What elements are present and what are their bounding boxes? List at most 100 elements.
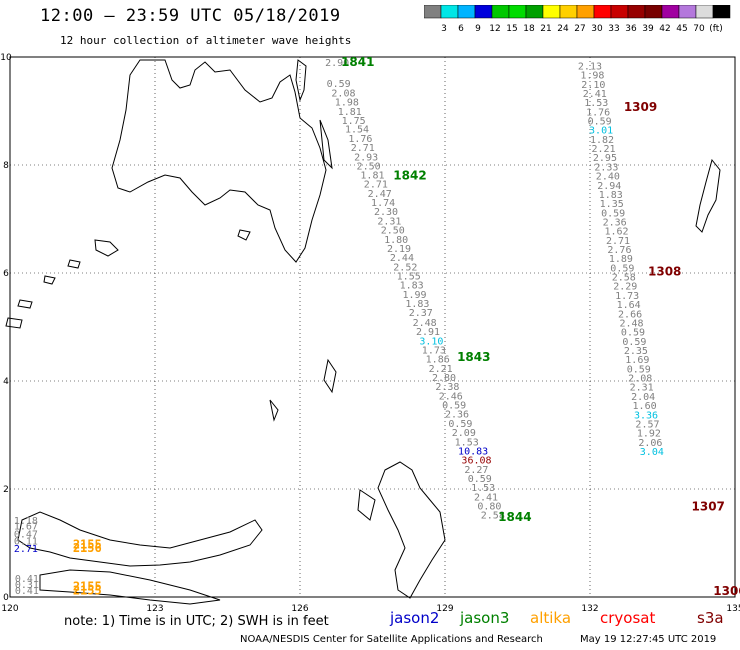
satellite-s3a: s3a <box>697 609 724 627</box>
legend-label: 12 <box>489 24 500 34</box>
legend-label: 39 <box>642 24 654 34</box>
swh-value: 0.59 <box>610 263 634 274</box>
swh-value: 1.76 <box>586 107 610 118</box>
map-title: 12:00 – 23:59 UTC 05/18/2019 <box>40 6 341 26</box>
lon-label: 126 <box>291 604 308 614</box>
pass-id: 1843 <box>457 350 490 364</box>
swh-value: 2.19 <box>387 244 411 255</box>
swh-value: 2.33 <box>594 162 618 173</box>
swh-value: 1.75 <box>342 116 366 127</box>
swh-value: 0.59 <box>627 364 651 375</box>
swh-value: 0.59 <box>448 419 472 430</box>
track-labels: 2.900.592.081.981.811.751.541.762.712.93… <box>14 55 740 598</box>
swh-value: 2.36 <box>445 410 469 421</box>
swh-value: 3.01 <box>589 126 613 137</box>
satellite-altika: altika <box>530 609 572 627</box>
pass-id: 1306 <box>713 584 740 598</box>
lon-label: 129 <box>436 604 453 614</box>
swh-value: 2.10 <box>581 80 605 91</box>
swh-value: 0.11 <box>14 537 38 548</box>
swh-value: 1.53 <box>471 483 495 494</box>
swh-value: 1.18 <box>14 516 38 527</box>
swh-value: 0.31 <box>15 580 39 591</box>
swh-value: 2.50 <box>381 226 405 237</box>
swh-value: 0.59 <box>442 401 466 412</box>
swh-value: 2.48 <box>619 318 643 329</box>
swh-value: 2.31 <box>377 216 401 227</box>
swh-value: 1.86 <box>426 355 450 366</box>
legend-label: 45 <box>676 24 687 34</box>
swh-value: 1.53 <box>455 437 479 448</box>
swh-value: 1.73 <box>615 291 639 302</box>
swh-value: 1.64 <box>617 300 641 311</box>
pass-id: 1309 <box>624 100 657 114</box>
swh-value: 1.74 <box>371 198 395 209</box>
footer-note: note: 1) Time is in UTC; 2) SWH is in fe… <box>64 614 329 629</box>
swh-value: 2.46 <box>439 391 463 402</box>
swh-value: 0.47 <box>14 530 38 541</box>
map-frame <box>9 56 736 598</box>
swh-value: 1.98 <box>335 98 359 109</box>
legend-label: 15 <box>506 24 517 34</box>
pass-id: 2155 <box>73 583 102 597</box>
swh-value: 2.47 <box>368 189 392 200</box>
satellite-cryosat: cryosat <box>600 609 656 627</box>
swh-value: 1.53 <box>584 98 608 109</box>
graticule <box>9 56 736 598</box>
swh-value: 2.80 <box>432 373 456 384</box>
swh-value: 2.71 <box>351 143 375 154</box>
swh-value: 2.41 <box>474 492 498 503</box>
swh-value: 2.21 <box>429 364 453 375</box>
legend-label: 18 <box>523 24 535 34</box>
swh-value: 1.35 <box>600 199 624 210</box>
swh-value: 2.08 <box>628 374 652 385</box>
swh-value: 1.83 <box>599 190 623 201</box>
swh-value: 2.93 <box>354 153 378 164</box>
pass-id: 1844 <box>498 510 531 524</box>
swh-value: 0.59 <box>327 79 351 90</box>
swh-value: 0.59 <box>622 337 646 348</box>
legend-label: 36 <box>625 24 637 34</box>
swh-value: 2.38 <box>435 382 459 393</box>
legend-label: 21 <box>540 24 551 34</box>
lat-label: 4 <box>3 377 9 387</box>
swh-value: 2.08 <box>331 88 355 99</box>
map-subtitle: 12 hour collection of altimeter wave hei… <box>60 34 352 47</box>
swh-value: 2.90 <box>325 58 349 69</box>
swh-value: 2.50 <box>357 161 381 172</box>
swh-value: 2.94 <box>597 181 621 192</box>
pass-id: 1307 <box>692 500 725 514</box>
legend-label: 9 <box>475 24 481 34</box>
swh-value: 1.92 <box>637 429 661 440</box>
lat-label: 0 <box>3 593 9 603</box>
lat-label: 6 <box>3 269 9 279</box>
lon-label: 135 <box>726 604 740 614</box>
swh-value: 0.59 <box>621 328 645 339</box>
swh-value: 1.67 <box>14 522 38 533</box>
swh-value: 2.30 <box>374 207 398 218</box>
swh-value: 2.40 <box>596 172 620 183</box>
swh-value: 2.76 <box>607 245 631 256</box>
swh-value: 1.54 <box>345 125 369 136</box>
legend-label: 30 <box>591 24 603 34</box>
swh-value: 2.27 <box>464 465 488 476</box>
swh-value: 3.10 <box>419 336 443 347</box>
swh-value: 2.13 <box>578 61 602 72</box>
pass-id: 2156 <box>73 541 102 555</box>
pass-id: 1308 <box>648 265 681 279</box>
color-legend: 3 6 9 12 15 18 21 24 27 30 33 36 39 42 45 70 (ft) <box>424 5 736 35</box>
swh-value: 2.21 <box>591 144 615 155</box>
legend-svg: 3 6 9 12 15 18 21 24 27 30 33 36 39 42 45 70 (ft) <box>424 5 731 34</box>
swh-value: 1.73 <box>422 345 446 356</box>
swh-value: 2.44 <box>390 253 414 264</box>
lon-label: 123 <box>146 604 163 614</box>
swh-value: 1.76 <box>348 134 372 145</box>
swh-value: 3.36 <box>634 410 658 421</box>
swh-value: 1.62 <box>605 227 629 238</box>
swh-value: 1.80 <box>384 235 408 246</box>
satellite-jason2: jason2 <box>390 609 440 627</box>
pass-id: 1842 <box>393 169 426 183</box>
pass-id: 2155 <box>73 580 102 594</box>
swh-value: 2.58 <box>612 273 636 284</box>
